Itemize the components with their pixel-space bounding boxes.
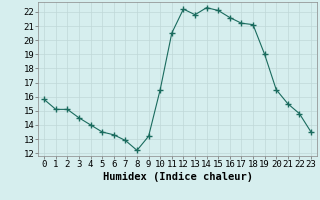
X-axis label: Humidex (Indice chaleur): Humidex (Indice chaleur) bbox=[103, 172, 252, 182]
